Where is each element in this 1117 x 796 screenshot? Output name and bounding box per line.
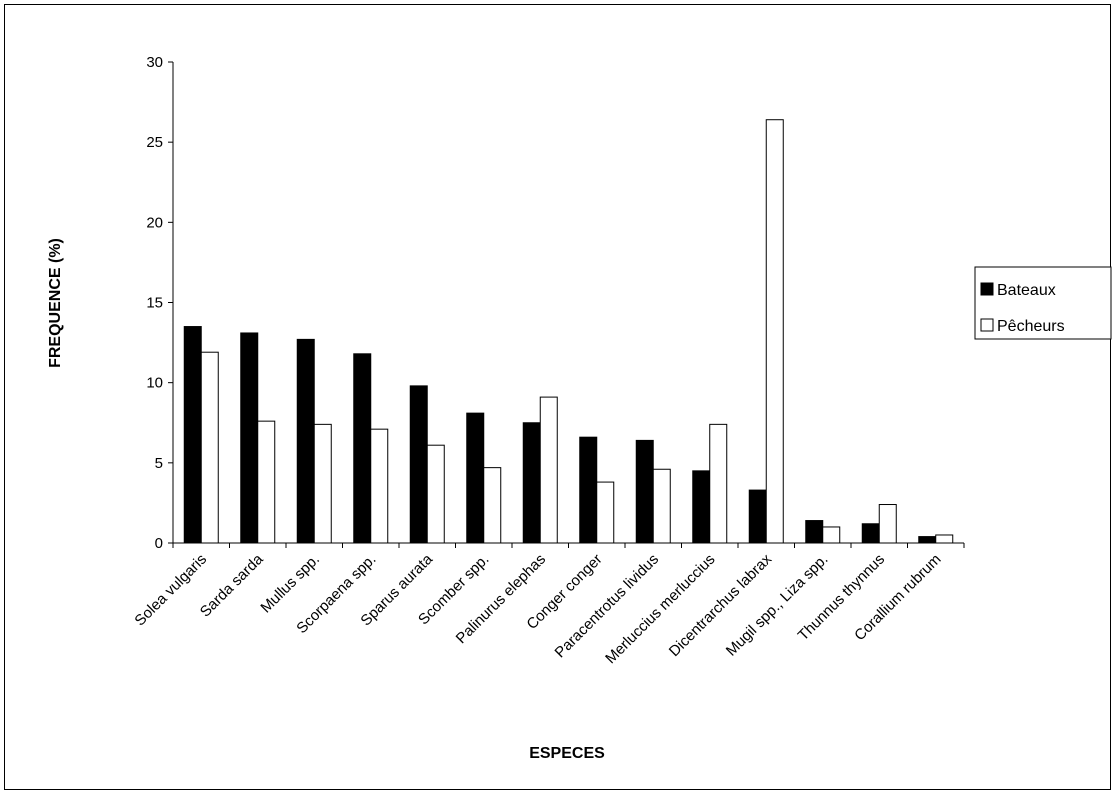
legend-label: Pêcheurs [997, 318, 1065, 335]
y-axis-title: FREQUENCE (%) [47, 238, 64, 368]
bar-bateaux [861, 523, 880, 544]
bar-pecheurs [257, 420, 276, 544]
legend: Bateaux Pêcheurs [974, 266, 1112, 340]
bars-layer [183, 119, 954, 544]
y-tick-label: 0 [155, 535, 163, 552]
x-tick-label: Merluccius merluccius [602, 551, 718, 667]
axes-layer [172, 62, 964, 544]
bar-bateaux [748, 489, 767, 544]
x-tick-label: Solea vulgaris [131, 551, 210, 630]
bar-bateaux [353, 353, 372, 544]
y-tick-label: 25 [146, 134, 163, 151]
y-tick-label: 15 [146, 295, 163, 312]
x-tick-label: Paracentrotus lividus [552, 551, 662, 661]
x-axis-title: ESPECES [529, 745, 605, 762]
bar-pecheurs [822, 526, 841, 544]
bar-bateaux [635, 439, 654, 544]
bar-bateaux [409, 385, 428, 544]
x-tick-label: Mugil spp., Liza spp. [723, 551, 832, 660]
bar-pecheurs [539, 396, 558, 544]
y-tick-label: 20 [146, 214, 163, 231]
bar-bateaux [466, 412, 485, 544]
bar-pecheurs [483, 467, 502, 544]
bar-bateaux [183, 326, 202, 544]
bar-bateaux [522, 422, 541, 544]
bar-pecheurs [765, 119, 784, 544]
bar-bateaux [240, 332, 259, 544]
y-tick-label: 30 [146, 54, 163, 71]
legend-box [974, 266, 1112, 340]
bar-bateaux [692, 470, 711, 544]
bar-pecheurs [935, 534, 954, 544]
y-ticks: 0 5 10 15 20 25 30 [146, 54, 173, 552]
bar-pecheurs [709, 423, 728, 544]
bar-pecheurs [200, 351, 219, 544]
x-tick-label: Dicentrarchus labrax [666, 550, 776, 660]
bar-pecheurs [596, 481, 615, 544]
bar-pecheurs [652, 468, 671, 544]
bar-bateaux [805, 520, 824, 544]
y-tick-label: 5 [155, 455, 163, 472]
bar-pecheurs [878, 504, 897, 544]
legend-label: Bateaux [997, 282, 1056, 299]
bar-bateaux [579, 436, 598, 544]
legend-swatch [980, 318, 994, 332]
bar-pecheurs [370, 428, 389, 544]
bar-bateaux [918, 536, 937, 544]
bar-pecheurs [313, 423, 332, 544]
y-tick-label: 10 [146, 375, 163, 392]
legend-swatch [980, 282, 994, 296]
bar-bateaux [296, 338, 315, 544]
bar-pecheurs [426, 444, 445, 544]
